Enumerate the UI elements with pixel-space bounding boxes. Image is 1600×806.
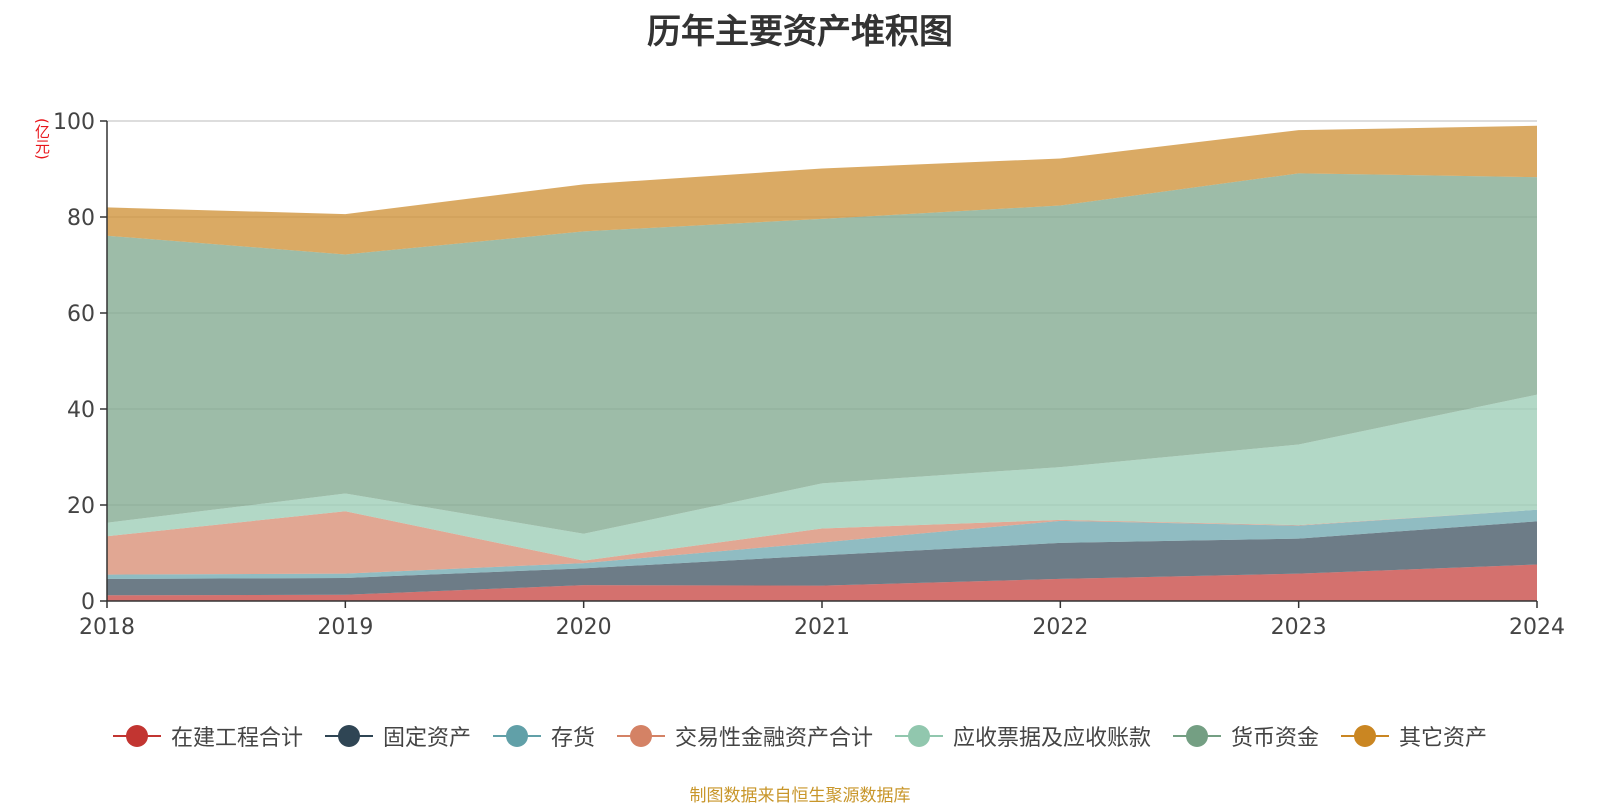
area-series-6 bbox=[107, 173, 1537, 534]
legend-item-4[interactable]: 交易性金融资产合计 bbox=[616, 720, 873, 752]
legend-dot bbox=[629, 725, 652, 747]
legend-marker-icon bbox=[616, 724, 665, 748]
legend-label: 货币资金 bbox=[1231, 726, 1320, 751]
legend-label: 交易性金融资产合计 bbox=[674, 726, 873, 751]
legend: 在建工程合计 固定资产 存货 交易性金融资产合计 应收票据及应收账款 货币资金 其它资产 bbox=[0, 720, 1600, 752]
y-axis-unit-label: (亿元) bbox=[33, 118, 51, 160]
y-tick-label: 100 bbox=[53, 110, 95, 135]
area-series-3 bbox=[107, 509, 1537, 579]
legend-dot bbox=[908, 725, 930, 747]
legend-label: 固定资产 bbox=[382, 726, 471, 751]
legend-label: 其它资产 bbox=[1399, 726, 1488, 751]
legend-item-2[interactable]: 固定资产 bbox=[324, 720, 471, 752]
legend-marker-icon bbox=[324, 724, 373, 748]
legend-marker-icon bbox=[895, 724, 943, 748]
area-series-5 bbox=[107, 394, 1537, 561]
area-series-2 bbox=[107, 521, 1537, 596]
x-tick-label: 2021 bbox=[794, 615, 850, 640]
x-tick-label: 2024 bbox=[1509, 615, 1565, 640]
legend-label: 应收票据及应收账款 bbox=[953, 726, 1152, 751]
legend-marker-icon bbox=[492, 724, 541, 748]
source-note: 制图数据来自恒生聚源数据库 bbox=[689, 786, 911, 806]
x-tick-label: 2018 bbox=[79, 615, 135, 640]
legend-item-3[interactable]: 存货 bbox=[492, 720, 595, 752]
area-series-7 bbox=[107, 125, 1537, 255]
legend-dot bbox=[505, 725, 528, 747]
area-layer bbox=[107, 125, 1537, 601]
area-series-1 bbox=[107, 564, 1537, 601]
y-tick-label: 60 bbox=[67, 302, 95, 327]
legend-label: 存货 bbox=[550, 726, 595, 751]
legend-marker-icon bbox=[1173, 724, 1222, 748]
legend-item-7[interactable]: 其它资产 bbox=[1341, 720, 1487, 752]
legend-dot bbox=[125, 725, 148, 747]
x-tick-label: 2020 bbox=[556, 615, 612, 640]
legend-marker-icon bbox=[1341, 724, 1390, 748]
legend-item-5[interactable]: 应收票据及应收账款 bbox=[895, 720, 1151, 752]
legend-marker-icon bbox=[112, 724, 161, 748]
legend-item-6[interactable]: 货币资金 bbox=[1173, 720, 1319, 752]
y-tick-label: 80 bbox=[67, 206, 95, 231]
legend-dot bbox=[1354, 725, 1377, 747]
y-tick-label: 0 bbox=[81, 590, 95, 615]
y-tick-label: 40 bbox=[67, 398, 95, 423]
legend-item-1[interactable]: 在建工程合计 bbox=[112, 720, 303, 752]
area-series-4 bbox=[107, 509, 1537, 575]
y-tick-label: 20 bbox=[67, 494, 95, 519]
x-tick-label: 2022 bbox=[1032, 615, 1088, 640]
legend-dot bbox=[1186, 725, 1209, 747]
chart-title: 历年主要资产堆积图 bbox=[647, 12, 953, 52]
legend-label: 在建工程合计 bbox=[170, 726, 303, 751]
axis-layer: 0 20 40 60 80 100 2018 2019 2020 2021 2022 2023 2024 bbox=[53, 110, 1565, 640]
x-tick-label: 2023 bbox=[1271, 615, 1327, 640]
legend-dot bbox=[337, 725, 360, 747]
x-tick-label: 2019 bbox=[317, 615, 373, 640]
